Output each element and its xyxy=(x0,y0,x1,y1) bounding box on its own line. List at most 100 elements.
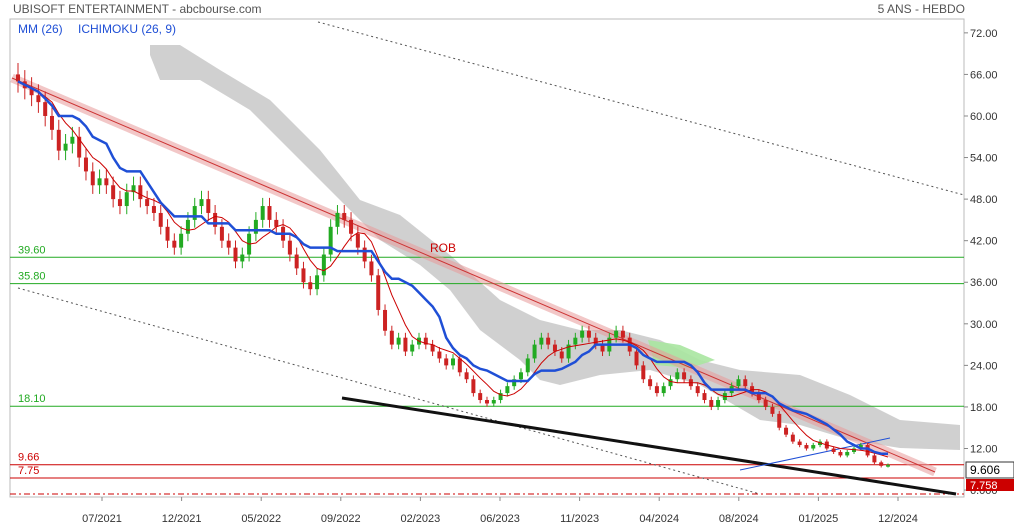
candle-body xyxy=(111,185,116,200)
candle-body xyxy=(518,372,523,380)
candle-body xyxy=(253,219,258,234)
candle-body xyxy=(736,379,741,387)
candle-body xyxy=(410,344,415,352)
candle-body xyxy=(648,379,653,387)
candle-body xyxy=(525,358,530,373)
candle-body xyxy=(97,178,102,186)
candle-body xyxy=(43,102,48,116)
candle-body xyxy=(77,136,82,158)
upper-dotted-trendline xyxy=(317,21,965,196)
candle-body xyxy=(342,212,347,220)
candle-body xyxy=(756,393,761,401)
rob-annotation: ROB xyxy=(430,241,456,255)
candle-body xyxy=(213,212,218,227)
candle-body xyxy=(260,206,265,220)
candle-body xyxy=(573,337,578,345)
legend-ma: MM (26) xyxy=(18,22,63,36)
candle-body xyxy=(593,337,598,345)
y-tick-label: 66.00 xyxy=(970,69,998,81)
candle-body xyxy=(539,337,544,345)
candle-body xyxy=(369,261,374,276)
candle-body xyxy=(498,393,503,401)
candle-body xyxy=(675,372,680,380)
candle-body xyxy=(743,379,748,387)
candle-body xyxy=(172,240,177,248)
y-tick-label: 18.00 xyxy=(970,402,998,414)
candle-body xyxy=(131,185,136,193)
candle-body xyxy=(702,393,707,401)
legend-ichimoku: ICHIMOKU (26, 9) xyxy=(78,22,176,36)
candle-body xyxy=(362,247,367,262)
y-tick-label: 30.00 xyxy=(970,319,998,331)
candle-body xyxy=(478,393,483,401)
candle-body xyxy=(586,330,591,338)
x-tick-label: 09/2022 xyxy=(321,513,361,525)
support-trendline xyxy=(341,396,957,496)
candlesticks xyxy=(16,62,890,468)
candle-body xyxy=(770,406,775,414)
candle-body xyxy=(138,185,143,200)
y-tick-label: 24.00 xyxy=(970,360,998,372)
x-tick-label: 11/2023 xyxy=(560,513,599,525)
candle-body xyxy=(512,379,517,387)
lower-dotted-trendline xyxy=(17,287,761,495)
candle-body xyxy=(464,372,469,380)
y-tick-label: 42.00 xyxy=(970,236,998,248)
candle-body xyxy=(301,268,306,283)
indicator-lines xyxy=(17,80,889,458)
candle-body xyxy=(620,330,625,338)
candle-body xyxy=(641,365,646,380)
candle-body xyxy=(315,275,320,290)
candle-body xyxy=(600,344,605,352)
candle-body xyxy=(716,400,721,407)
y-tick-label: 54.00 xyxy=(970,153,998,165)
candle-body xyxy=(532,344,537,359)
x-tick-label: 06/2023 xyxy=(480,513,520,525)
candle-body xyxy=(124,192,129,207)
candle-body xyxy=(566,344,571,359)
candle-body xyxy=(403,337,408,352)
candle-body xyxy=(491,400,496,404)
y-tick-label: 48.00 xyxy=(970,194,998,206)
x-tick-label: 02/2023 xyxy=(401,513,441,525)
candle-body xyxy=(389,330,394,345)
candle-body xyxy=(451,358,455,366)
x-tick-label: 04/2024 xyxy=(639,513,679,525)
candle-body xyxy=(145,199,150,207)
candle-body xyxy=(90,171,95,186)
candle-body xyxy=(865,445,870,456)
candle-body xyxy=(661,386,666,394)
candle-body xyxy=(505,386,510,394)
x-tick-label: 08/2024 xyxy=(719,513,759,525)
candle-body xyxy=(838,451,843,456)
candle-body xyxy=(192,206,197,220)
candle-body xyxy=(695,386,700,394)
candle-body xyxy=(294,254,299,269)
plot-frame xyxy=(9,18,965,498)
last-price-box xyxy=(965,461,1014,479)
candle-body xyxy=(308,282,313,290)
candle-body xyxy=(335,212,340,227)
candle-body xyxy=(879,462,884,466)
y-tick-label: 72.00 xyxy=(970,28,998,40)
candle-body xyxy=(219,226,224,241)
candle-body xyxy=(104,178,109,186)
candle-body xyxy=(559,351,564,359)
candle-body xyxy=(777,413,782,428)
candle-body xyxy=(274,219,279,227)
candle-body xyxy=(437,351,442,359)
x-tick-label: 01/2025 xyxy=(799,513,839,525)
chart-title: UBISOFT ENTERTAINMENT - abcbourse.com xyxy=(13,2,262,16)
y-tick-label: 12.00 xyxy=(970,444,998,456)
candle-body xyxy=(457,358,462,373)
candle-body xyxy=(16,74,20,82)
candle-body xyxy=(206,199,211,213)
cloud-area xyxy=(150,45,960,450)
candle-body xyxy=(36,95,41,103)
candle-body xyxy=(233,247,238,262)
candle-body xyxy=(471,379,476,394)
candle-body xyxy=(634,351,639,366)
candle-body xyxy=(185,219,190,234)
candle-body xyxy=(804,445,809,449)
